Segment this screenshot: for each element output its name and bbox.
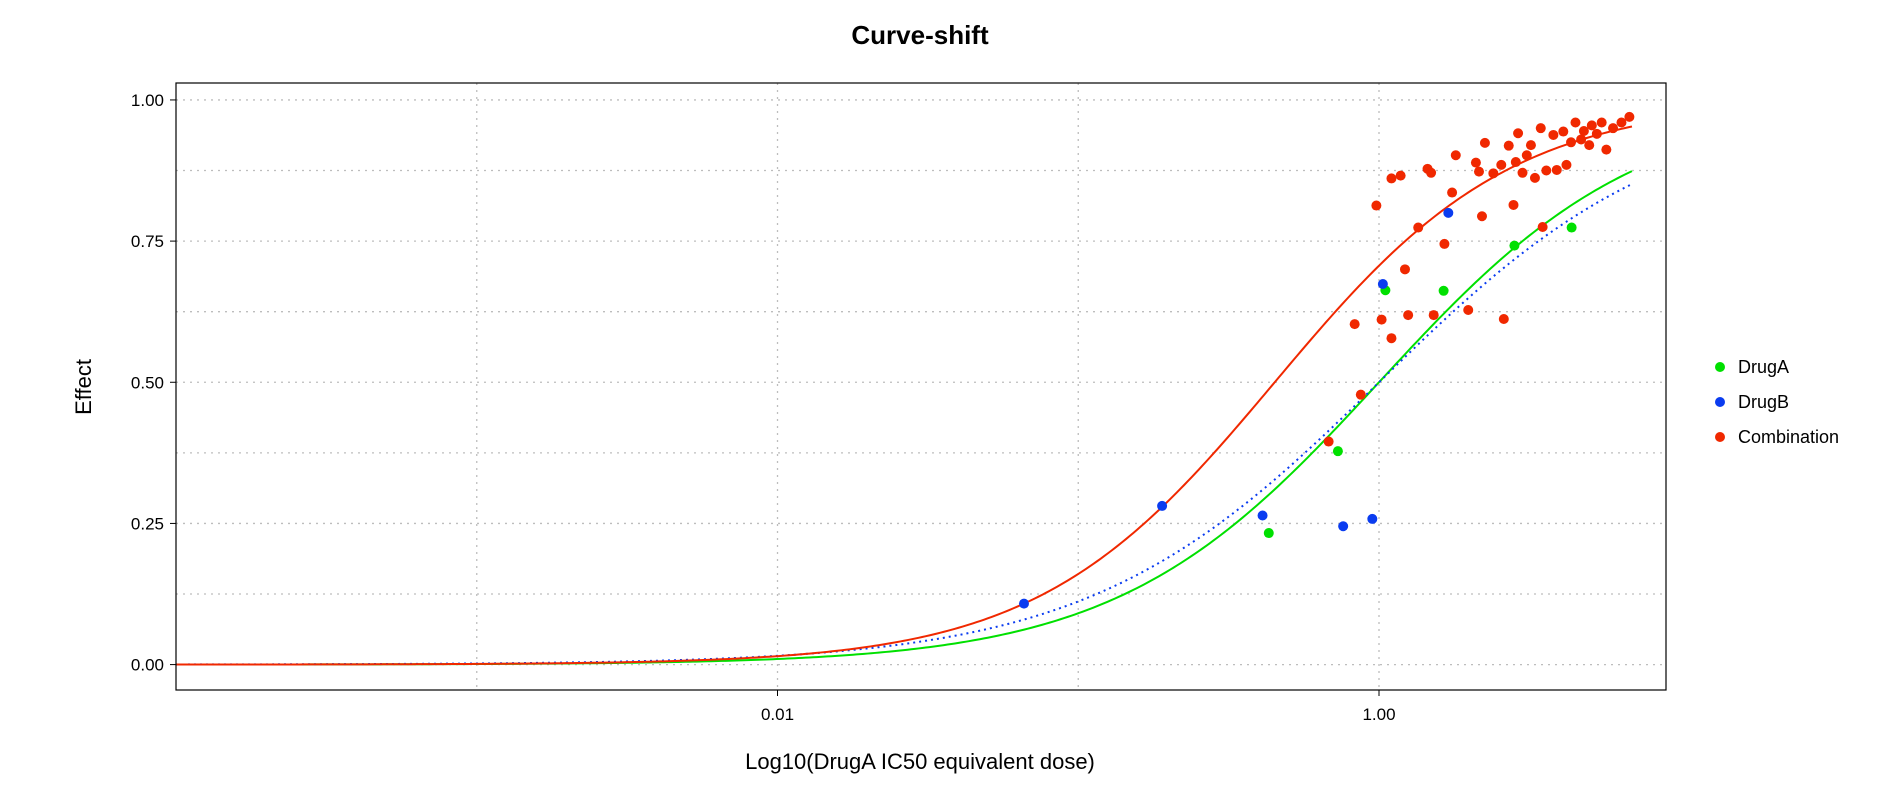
plot-frame bbox=[175, 82, 1667, 691]
data-point-combination bbox=[1426, 167, 1437, 178]
x-axis-label: Log10(DrugA IC50 equivalent dose) bbox=[745, 749, 1095, 774]
data-point-combination bbox=[1496, 159, 1507, 170]
data-point-combination bbox=[1525, 140, 1536, 151]
legend: DrugA DrugB Combination bbox=[1715, 357, 1839, 447]
legend-label-drugb: DrugB bbox=[1738, 392, 1789, 412]
data-point-combination bbox=[1601, 144, 1612, 155]
data-point-combination bbox=[1399, 264, 1410, 275]
data-point-drugb bbox=[1018, 598, 1029, 609]
data-point-combination bbox=[1413, 222, 1424, 233]
fit-curve-drugb bbox=[176, 183, 1633, 666]
y-tick-label: 1.00 bbox=[131, 91, 164, 110]
data-point-combination bbox=[1447, 187, 1458, 198]
x-tick-label: 1.00 bbox=[1362, 705, 1395, 724]
data-point-combination bbox=[1541, 165, 1552, 176]
x-tick-label: 0.01 bbox=[761, 705, 794, 724]
data-point-combination bbox=[1576, 134, 1587, 145]
data-point-combination bbox=[1439, 238, 1450, 249]
data-point-drugb bbox=[1338, 521, 1349, 532]
data-point-combination bbox=[1386, 173, 1397, 184]
data-point-combination bbox=[1616, 117, 1627, 128]
data-point-combination bbox=[1349, 319, 1360, 330]
data-point-combination bbox=[1323, 436, 1334, 447]
data-point-drugb bbox=[1443, 207, 1454, 218]
data-point-combination bbox=[1558, 126, 1569, 137]
data-point-combination bbox=[1371, 200, 1382, 211]
data-point-combination bbox=[1570, 117, 1581, 128]
legend-marker-drugb bbox=[1715, 397, 1725, 407]
data-point-combination bbox=[1551, 164, 1562, 175]
data-point-combination bbox=[1517, 167, 1528, 178]
data-point-combination bbox=[1566, 137, 1577, 148]
fit-curves bbox=[175, 125, 1633, 666]
legend-marker-druga bbox=[1715, 362, 1725, 372]
data-point-combination bbox=[1470, 157, 1481, 168]
data-point-combination bbox=[1521, 150, 1532, 161]
data-point-combination bbox=[1537, 221, 1548, 232]
fit-curve-combination bbox=[175, 125, 1633, 666]
data-point-drugb bbox=[1377, 279, 1388, 290]
data-point-combination bbox=[1503, 140, 1514, 151]
data-point-combination bbox=[1510, 157, 1521, 168]
data-point-combination bbox=[1463, 304, 1474, 315]
data-point-combination bbox=[1428, 310, 1439, 321]
legend-marker-combination bbox=[1715, 432, 1725, 442]
data-point-combination bbox=[1596, 117, 1607, 128]
data-point-combination bbox=[1586, 120, 1597, 131]
data-point-combination bbox=[1535, 123, 1546, 134]
data-point-druga bbox=[1438, 285, 1449, 296]
x-axis-ticks: 0.01 1.00 bbox=[761, 690, 1396, 724]
y-tick-label: 0.00 bbox=[131, 656, 164, 675]
y-axis-ticks: 0.00 0.25 0.50 0.75 1.00 bbox=[131, 91, 176, 675]
data-point-druga bbox=[1332, 446, 1343, 457]
data-point-drugb bbox=[1157, 500, 1168, 511]
data-point-combination bbox=[1403, 310, 1414, 321]
data-point-druga bbox=[1566, 222, 1577, 233]
data-point-combination bbox=[1355, 389, 1366, 400]
data-point-combination bbox=[1608, 123, 1619, 134]
data-point-combination bbox=[1508, 199, 1519, 210]
data-point-combination bbox=[1591, 128, 1602, 139]
data-point-combination bbox=[1488, 168, 1499, 179]
data-points bbox=[1018, 111, 1635, 609]
data-point-combination bbox=[1386, 333, 1397, 344]
data-point-drugb bbox=[1367, 513, 1378, 524]
data-point-combination bbox=[1450, 150, 1461, 161]
y-tick-label: 0.25 bbox=[131, 514, 164, 533]
y-axis-label: Effect bbox=[71, 359, 96, 415]
data-point-combination bbox=[1395, 170, 1406, 181]
data-point-combination bbox=[1513, 128, 1524, 139]
data-point-combination bbox=[1376, 314, 1387, 325]
data-point-combination bbox=[1584, 140, 1595, 151]
data-point-combination bbox=[1473, 166, 1484, 177]
y-tick-label: 0.75 bbox=[131, 232, 164, 251]
grid-lines bbox=[176, 83, 1666, 690]
data-point-combination bbox=[1578, 125, 1589, 136]
data-point-combination bbox=[1548, 129, 1559, 140]
data-point-combination bbox=[1624, 111, 1635, 122]
chart-title: Curve-shift bbox=[851, 20, 989, 50]
legend-label-combination: Combination bbox=[1738, 427, 1839, 447]
y-tick-label: 0.50 bbox=[131, 373, 164, 392]
data-point-combination bbox=[1498, 314, 1509, 325]
data-point-druga bbox=[1509, 240, 1520, 251]
data-point-combination bbox=[1476, 211, 1487, 222]
legend-label-druga: DrugA bbox=[1738, 357, 1789, 377]
data-point-combination bbox=[1529, 172, 1540, 183]
data-point-drugb bbox=[1257, 510, 1268, 521]
data-point-druga bbox=[1263, 528, 1274, 539]
data-point-combination bbox=[1561, 159, 1572, 170]
data-point-combination bbox=[1479, 137, 1490, 148]
